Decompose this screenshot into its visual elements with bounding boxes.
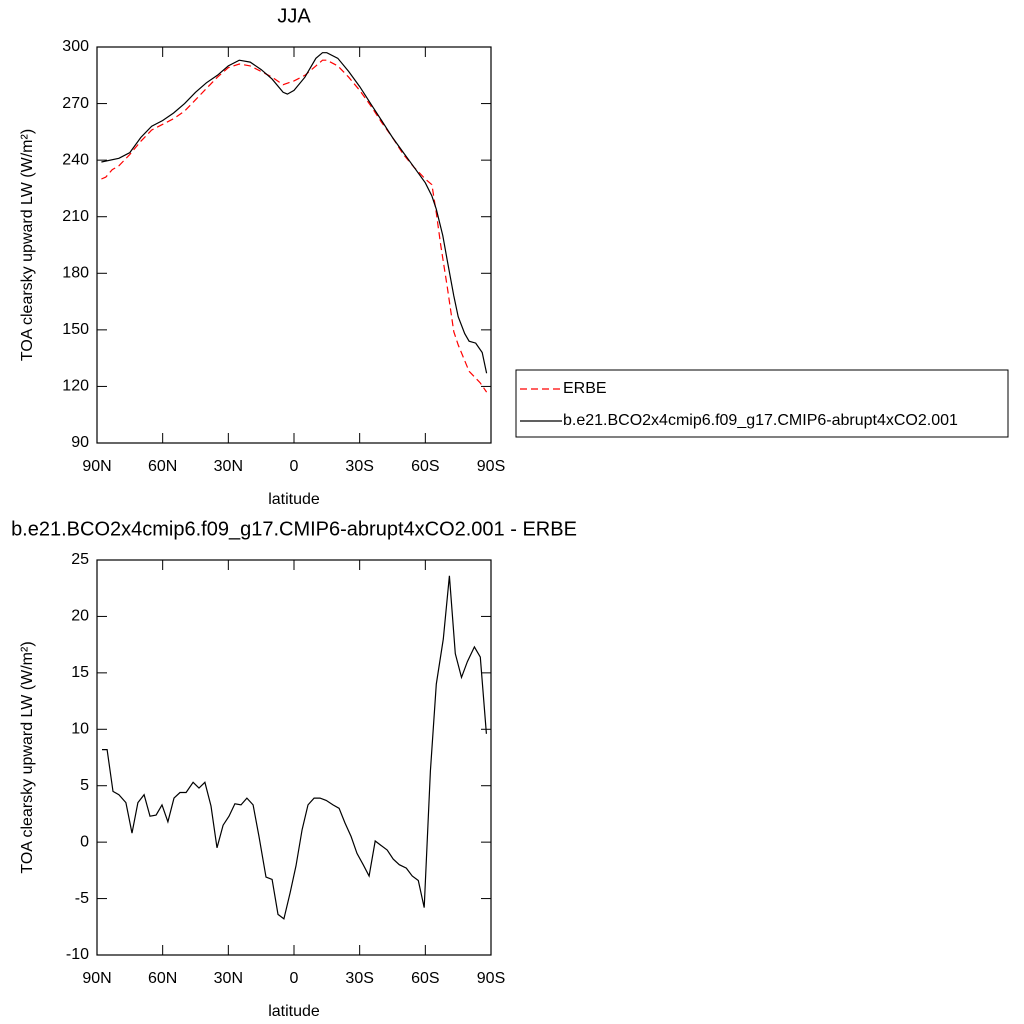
x-tick-label: 0 — [290, 970, 299, 987]
legend-label: b.e21.BCO2x4cmip6.f09_g17.CMIP6-abrupt4x… — [563, 412, 958, 429]
y-tick-label: 5 — [80, 777, 89, 794]
x-tick-label: 0 — [290, 458, 299, 475]
y-tick-label: 210 — [62, 208, 89, 225]
chart-title: b.e21.BCO2x4cmip6.f09_g17.CMIP6-abrupt4x… — [11, 518, 577, 540]
y-tick-label: 25 — [71, 551, 89, 568]
x-tick-label: 90S — [477, 458, 505, 475]
x-tick-label: 60N — [148, 458, 177, 475]
x-tick-label: 60S — [411, 970, 439, 987]
y-tick-label: 20 — [71, 608, 89, 625]
x-tick-label: 60S — [411, 458, 439, 475]
y-tick-label: -10 — [66, 946, 89, 963]
x-tick-label: 30N — [214, 458, 243, 475]
y-tick-label: 10 — [71, 721, 89, 738]
x-tick-label: 90N — [82, 970, 111, 987]
x-tick-label: 90S — [477, 970, 505, 987]
x-axis-label: latitude — [268, 1003, 320, 1020]
y-tick-label: 90 — [71, 434, 89, 451]
series-line — [102, 575, 487, 920]
series-line — [101, 52, 488, 374]
x-tick-label: 30S — [345, 970, 373, 987]
plot-frame — [96, 46, 492, 444]
x-tick-label: 60N — [148, 970, 177, 987]
series-line — [101, 59, 488, 393]
y-tick-label: 0 — [80, 833, 89, 850]
y-tick-label: 15 — [71, 664, 89, 681]
y-tick-label: 240 — [62, 151, 89, 168]
chart-title: JJA — [277, 5, 311, 27]
y-axis-label: TOA clearsky upward LW (W/m²) — [19, 641, 36, 873]
y-tick-label: 300 — [62, 38, 89, 55]
y-tick-label: 120 — [62, 378, 89, 395]
x-tick-label: 30N — [214, 970, 243, 987]
y-tick-label: 150 — [62, 321, 89, 338]
legend-label: ERBE — [563, 380, 607, 397]
x-axis-label: latitude — [268, 491, 320, 508]
y-tick-label: 270 — [62, 95, 89, 112]
plot-frame — [96, 559, 492, 956]
y-tick-label: 180 — [62, 265, 89, 282]
y-axis-label: TOA clearsky upward LW (W/m²) — [19, 129, 36, 361]
x-tick-label: 90N — [82, 458, 111, 475]
x-tick-label: 30S — [345, 458, 373, 475]
legend-box — [515, 369, 1009, 438]
y-tick-label: -5 — [75, 890, 89, 907]
